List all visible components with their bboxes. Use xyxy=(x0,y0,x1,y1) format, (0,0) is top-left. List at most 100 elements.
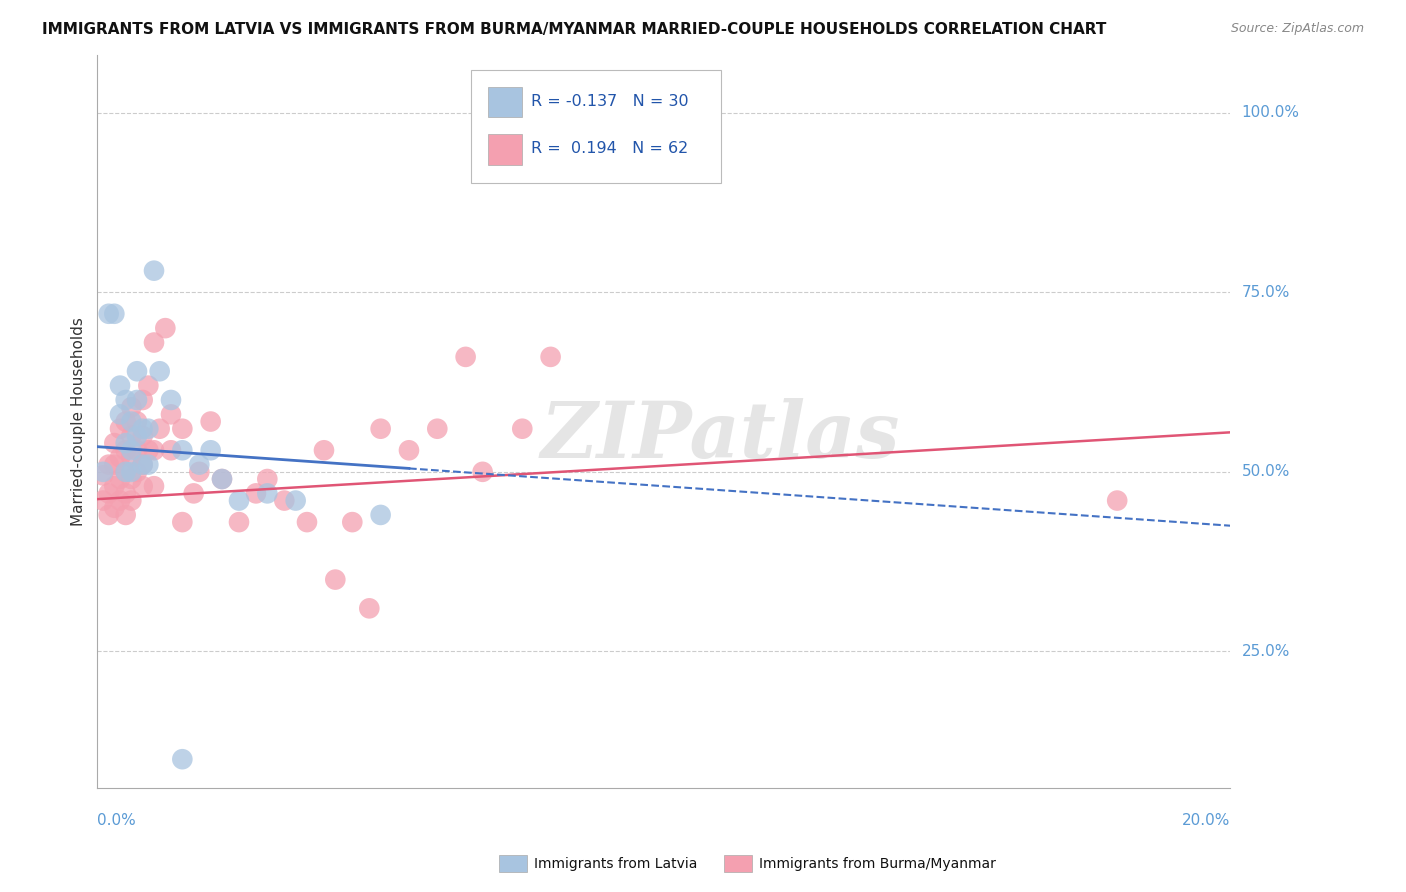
Point xyxy=(160,392,183,407)
Point xyxy=(131,429,153,443)
Point xyxy=(97,486,120,500)
Point xyxy=(160,408,183,422)
Point xyxy=(108,472,131,486)
Point xyxy=(359,601,381,615)
Point xyxy=(120,493,142,508)
Point xyxy=(342,515,364,529)
Point xyxy=(138,443,160,458)
Point xyxy=(172,752,194,766)
Point xyxy=(256,472,278,486)
Point xyxy=(228,493,250,508)
Point xyxy=(108,450,131,465)
Point xyxy=(91,468,114,483)
Point xyxy=(103,500,125,515)
Text: 20.0%: 20.0% xyxy=(1182,813,1230,828)
Text: Source: ZipAtlas.com: Source: ZipAtlas.com xyxy=(1230,22,1364,36)
Point xyxy=(125,465,148,479)
Point xyxy=(160,443,183,458)
Point xyxy=(114,508,136,522)
Point xyxy=(211,472,233,486)
Text: R = -0.137   N = 30: R = -0.137 N = 30 xyxy=(531,94,689,109)
Point xyxy=(120,400,142,414)
Point xyxy=(256,486,278,500)
Point xyxy=(108,422,131,436)
Point xyxy=(1107,493,1129,508)
Point xyxy=(120,472,142,486)
Point xyxy=(370,422,392,436)
FancyBboxPatch shape xyxy=(488,135,522,165)
Point xyxy=(398,443,420,458)
Point xyxy=(131,422,153,436)
Point xyxy=(114,465,136,479)
Text: 100.0%: 100.0% xyxy=(1241,105,1299,120)
Point xyxy=(91,465,114,479)
Point xyxy=(125,392,148,407)
Point xyxy=(149,422,172,436)
Text: IMMIGRANTS FROM LATVIA VS IMMIGRANTS FROM BURMA/MYANMAR MARRIED-COUPLE HOUSEHOLD: IMMIGRANTS FROM LATVIA VS IMMIGRANTS FRO… xyxy=(42,22,1107,37)
Point xyxy=(120,450,142,465)
Text: Immigrants from Latvia: Immigrants from Latvia xyxy=(534,857,697,871)
Point xyxy=(273,493,295,508)
Point xyxy=(211,472,233,486)
Point xyxy=(143,443,166,458)
Text: 75.0%: 75.0% xyxy=(1241,285,1289,300)
FancyBboxPatch shape xyxy=(488,87,522,118)
Point xyxy=(97,307,120,321)
Text: Immigrants from Burma/Myanmar: Immigrants from Burma/Myanmar xyxy=(759,857,995,871)
Point xyxy=(125,364,148,378)
Point xyxy=(103,479,125,493)
Y-axis label: Married-couple Households: Married-couple Households xyxy=(72,317,86,526)
Point xyxy=(540,350,562,364)
Text: 25.0%: 25.0% xyxy=(1241,644,1289,659)
Point xyxy=(120,465,142,479)
Point xyxy=(103,307,125,321)
Point xyxy=(138,422,160,436)
FancyBboxPatch shape xyxy=(471,70,721,184)
Point xyxy=(295,515,318,529)
Point xyxy=(120,415,142,429)
Point xyxy=(131,392,153,407)
Point xyxy=(138,458,160,472)
Point xyxy=(183,486,205,500)
Point xyxy=(200,443,222,458)
Text: 50.0%: 50.0% xyxy=(1241,465,1289,479)
Point xyxy=(108,378,131,392)
Text: ZIPatlas: ZIPatlas xyxy=(541,398,900,475)
Point xyxy=(114,436,136,450)
Point xyxy=(131,479,153,493)
Point xyxy=(172,443,194,458)
Point xyxy=(284,493,307,508)
Point xyxy=(114,392,136,407)
Point xyxy=(97,458,120,472)
Point xyxy=(188,465,211,479)
Point xyxy=(114,465,136,479)
Point xyxy=(91,493,114,508)
Point xyxy=(114,443,136,458)
Point xyxy=(97,508,120,522)
Point xyxy=(103,436,125,450)
Point xyxy=(131,458,153,472)
Point xyxy=(114,415,136,429)
Text: R =  0.194   N = 62: R = 0.194 N = 62 xyxy=(531,142,689,156)
Point xyxy=(510,422,533,436)
Point xyxy=(149,364,172,378)
Point xyxy=(108,408,131,422)
Point xyxy=(120,429,142,443)
Point xyxy=(143,263,166,277)
Point xyxy=(155,321,177,335)
Point xyxy=(114,486,136,500)
Point xyxy=(120,443,142,458)
Point xyxy=(228,515,250,529)
Point xyxy=(143,335,166,350)
Point xyxy=(370,508,392,522)
Point xyxy=(108,493,131,508)
Point xyxy=(143,479,166,493)
Point xyxy=(200,415,222,429)
Point xyxy=(454,350,477,364)
Point xyxy=(245,486,267,500)
Point xyxy=(426,422,449,436)
Point xyxy=(312,443,335,458)
Point xyxy=(103,458,125,472)
Point xyxy=(188,458,211,472)
Point xyxy=(138,378,160,392)
